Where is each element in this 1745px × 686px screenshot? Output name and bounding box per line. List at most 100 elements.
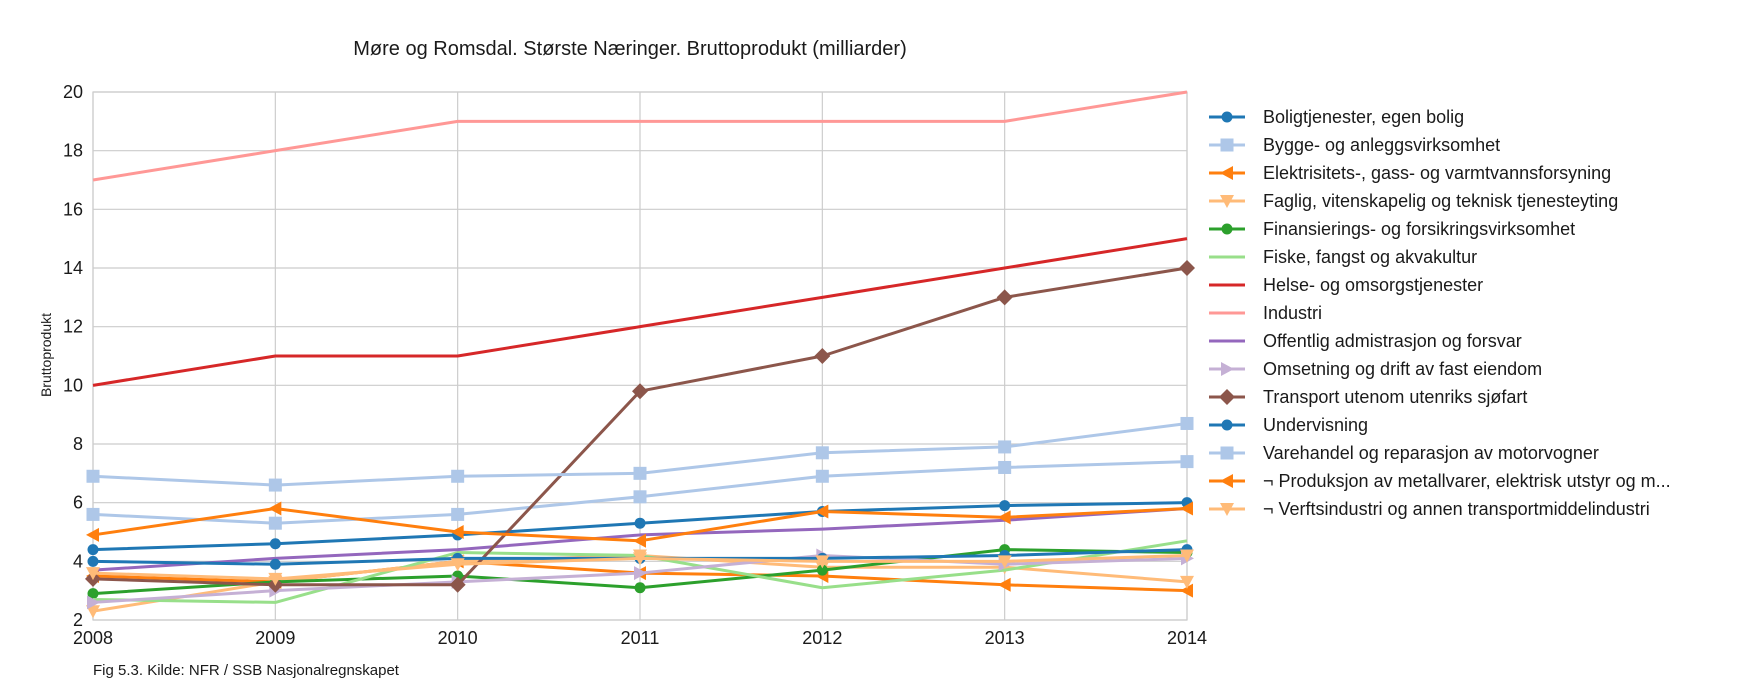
data-point [86,605,100,619]
y-tick-label: 16 [63,199,83,219]
data-point [1180,416,1194,430]
legend-entry: Fiske, fangst og akvakultur [1209,247,1477,267]
legend-entry: Elektrisitets-, gass- og varmtvannsforsy… [1209,163,1611,183]
series-14 [86,549,1194,586]
x-tick-label: 2013 [985,628,1025,648]
legend-label: Helse- og omsorgstjenester [1263,275,1483,295]
x-tick-label: 2012 [802,628,842,648]
legend-marker [1220,166,1233,180]
data-point [996,289,1013,306]
figure-caption: Fig 5.3. Kilde: NFR / SSB Nasjonalregnsk… [93,662,400,679]
x-tick-label: 2014 [1167,628,1207,648]
data-point [269,558,281,570]
y-tick-label: 4 [73,551,83,571]
data-point [268,572,283,586]
x-tick-label: 2010 [438,628,478,648]
y-axis-label: Bruttoprodukt [38,313,54,397]
data-point [815,469,829,483]
data-point [816,564,828,576]
legend-marker [1220,503,1234,516]
y-tick-label: 2 [73,610,83,630]
data-point [997,555,1012,569]
legend-entry: Finansierings- og forsikringsvirksomhet [1209,219,1575,239]
data-point [1180,575,1194,589]
y-tick-label: 20 [63,82,83,102]
legend-marker [1221,362,1234,376]
data-point [268,478,282,492]
data-point [815,446,829,460]
series-7 [92,90,1188,182]
y-tick-label: 10 [63,375,83,395]
data-point [997,510,1011,525]
data-point [632,383,648,400]
y-tick-label: 12 [63,317,83,337]
legend-label: Fiske, fangst og akvakultur [1263,247,1477,267]
legend: Boligtjenester, egen bolig Bygge- og anle… [1209,107,1671,519]
data-point [634,582,646,594]
legend-label: Boligtjenester, egen bolig [1263,107,1464,127]
data-point [634,517,646,529]
x-tick-label: 2011 [621,628,660,648]
legend-label: Elektrisitets-, gass- og varmtvannsforsy… [1263,163,1611,183]
data-point [998,460,1012,474]
legend-label: Transport utenom utenriks sjøfart [1263,387,1527,407]
series [85,90,1195,619]
legend-entry: Industri [1209,303,1322,323]
legend-label: ¬ Produksjon av metallvarer, elektrisk u… [1263,471,1671,491]
x-tick-label: 2009 [255,628,295,648]
legend-label: Offentlig admistrasjon og forsvar [1263,331,1522,351]
data-point [633,552,647,566]
legend-label: Finansierings- og forsikringsvirksomhet [1263,219,1575,239]
data-point [268,501,282,516]
data-point [451,507,465,521]
data-point [86,469,100,483]
data-point [87,588,99,600]
legend-entry: ¬ Produksjon av metallvarer, elektrisk u… [1209,471,1671,491]
legend-entry: Undervisning [1209,415,1368,435]
data-point [86,507,100,521]
data-point [633,490,647,504]
data-point [450,558,465,572]
series-12 [86,416,1194,492]
data-point [1179,260,1195,276]
data-point [1180,501,1193,516]
legend-label: Omsetning og drift av fast eiendom [1263,359,1542,379]
series-line [92,237,1188,387]
data-point [634,566,647,581]
series-6 [92,237,1188,387]
legend-label: ¬ Verftsindustri og annen transportmidde… [1263,499,1650,519]
data-point [450,525,464,539]
legend-entry: Omsetning og drift av fast eiendom [1209,359,1542,379]
legend-entry: Helse- og omsorgstjenester [1209,275,1483,295]
legend-label: Bygge- og anleggsvirksomhet [1263,135,1500,155]
legend-label: Industri [1263,303,1322,323]
legend-entry: Bygge- og anleggsvirksomhet [1209,135,1500,155]
data-point [86,527,99,542]
legend-label: Faglig, vitenskapelig og teknisk tjenest… [1263,191,1618,211]
data-point [1180,455,1194,469]
legend-marker [1220,138,1234,152]
legend-entry: Faglig, vitenskapelig og teknisk tjenest… [1209,191,1618,211]
data-point [633,533,646,548]
data-point [87,595,100,610]
data-point [815,504,829,519]
data-point [814,348,831,364]
chart-title: Møre og Romsdal. Største Næringer. Brutt… [353,38,907,60]
data-point [86,567,100,581]
data-point [87,544,99,556]
legend-marker [1219,389,1235,405]
data-point [87,555,99,567]
data-point [815,555,830,569]
legend-entry: Boligtjenester, egen bolig [1209,107,1464,127]
data-point [1180,583,1193,598]
y-tick-label: 8 [73,434,83,454]
data-point [998,440,1012,454]
data-point [999,500,1011,512]
y-tick-label: 14 [63,258,83,278]
legend-entry: ¬ Verftsindustri og annen transportmidde… [1209,499,1650,519]
legend-marker [1221,419,1233,431]
axes: 2008 2009 2010 2011 2012 2013 2014 2 4 6 8 10 12 14 16… [63,82,1207,648]
legend-marker [1220,195,1234,208]
legend-marker [1221,111,1233,123]
